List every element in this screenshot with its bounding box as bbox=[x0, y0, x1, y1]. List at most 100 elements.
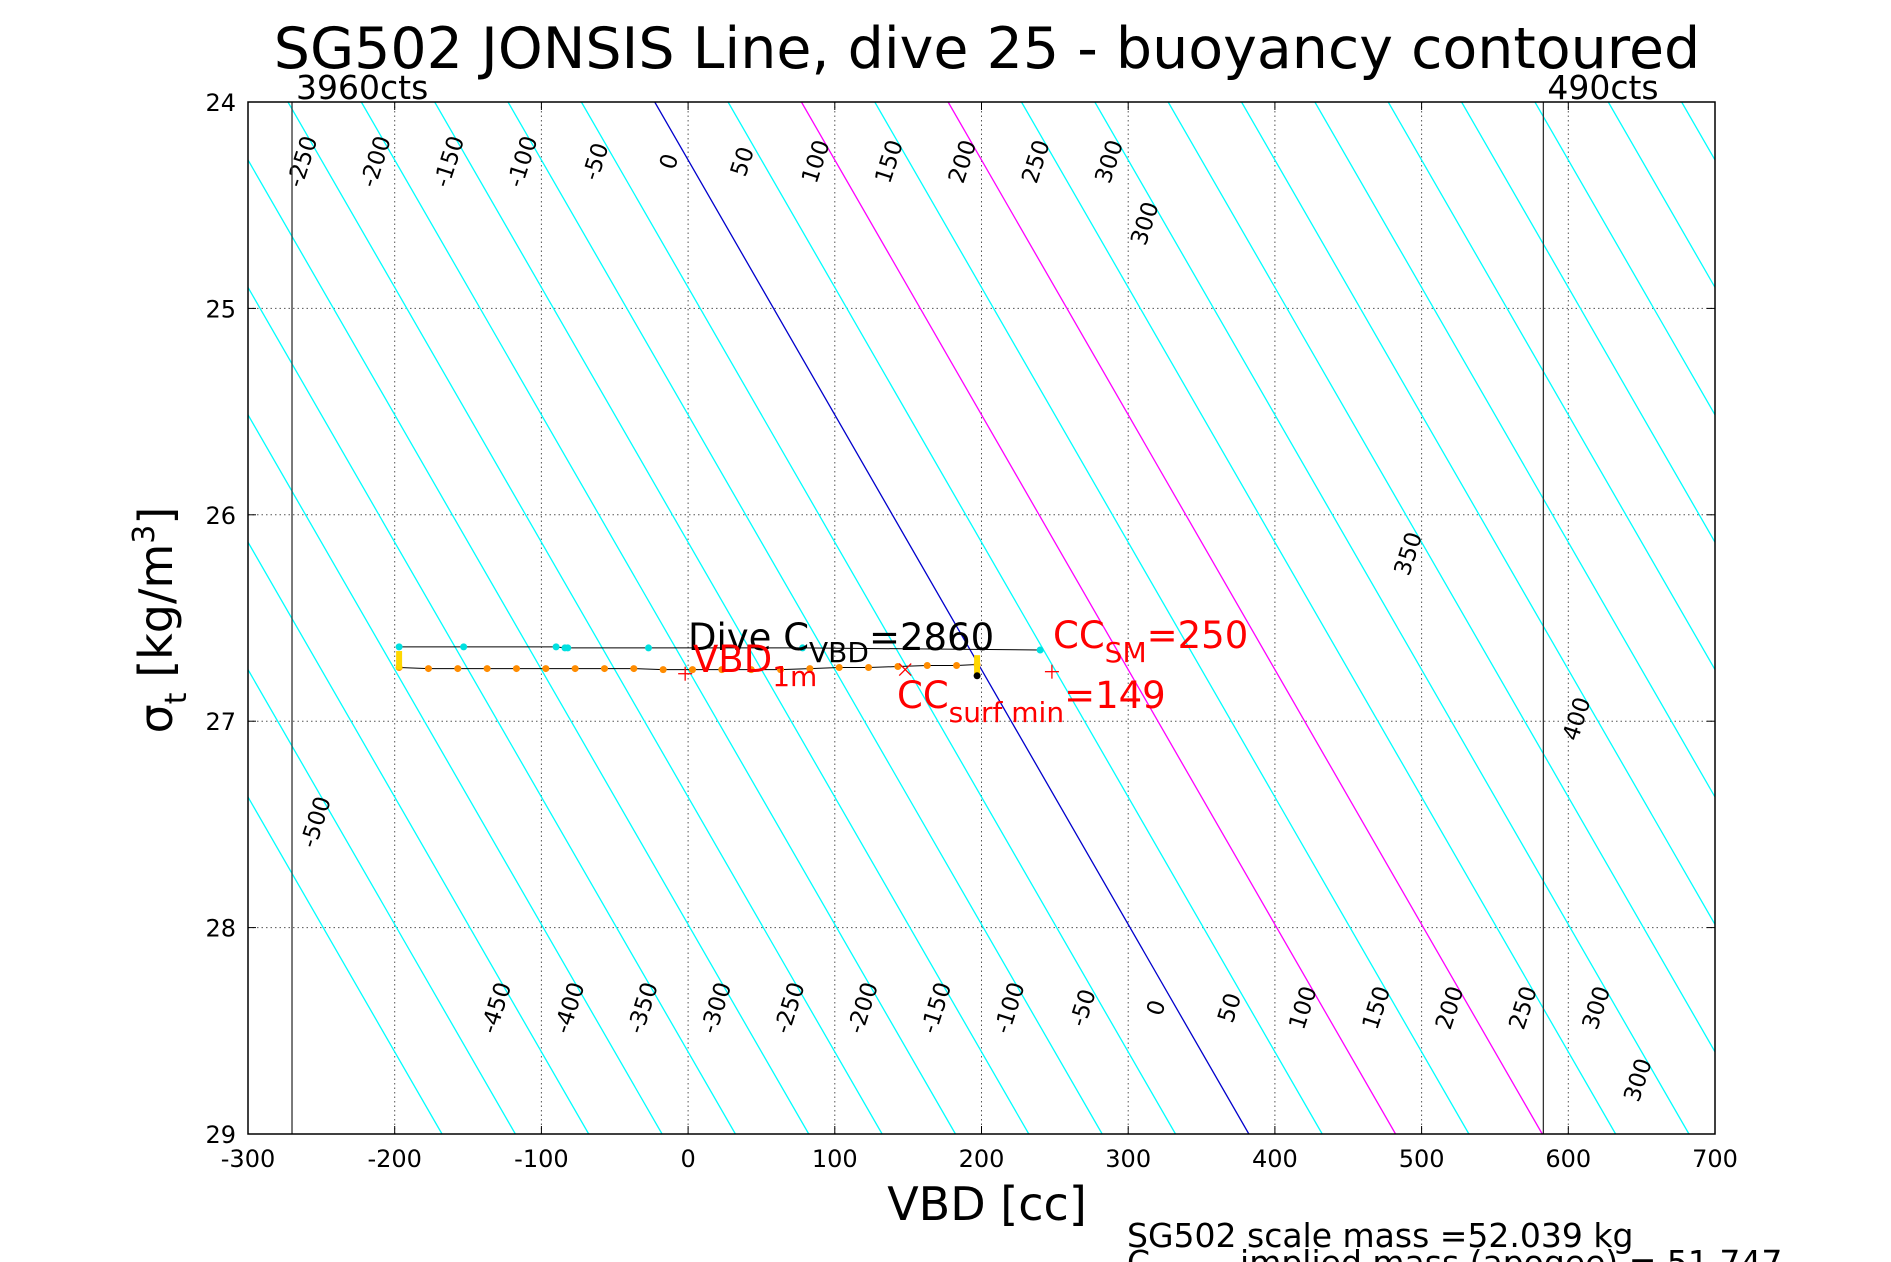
cc-surf-min-annotation: CCsurf min=149 bbox=[897, 674, 1166, 729]
contour-line bbox=[248, 540, 590, 1134]
x-tick-label: 400 bbox=[1252, 1145, 1298, 1173]
y-axis-label: σt [kg/m3] bbox=[127, 507, 194, 734]
data-point-climb bbox=[454, 665, 462, 673]
contour-label-top: -200 bbox=[356, 133, 397, 191]
y-axis-ticks: 24 25 26 27 28 29 bbox=[205, 89, 1715, 1149]
contour-line bbox=[248, 668, 516, 1134]
y-tick-label: 29 bbox=[205, 1121, 236, 1149]
contour-line bbox=[1167, 102, 1715, 1054]
data-point-climb bbox=[923, 661, 931, 669]
x-tick-label: -300 bbox=[221, 1145, 275, 1173]
cc-surf-main: CC bbox=[897, 674, 949, 717]
dive-c-vbd-annotation: Dive CVBD=2860 bbox=[688, 616, 994, 669]
data-point-climb bbox=[865, 664, 873, 672]
x-tick-label: 0 bbox=[680, 1145, 695, 1173]
data-point-climb bbox=[424, 665, 432, 673]
cc-surf-sub: surf min bbox=[949, 696, 1064, 729]
vbd-1m-sub: 1m bbox=[772, 660, 817, 693]
contour-label-bottom: 0 bbox=[1142, 997, 1171, 1019]
contour-line bbox=[507, 102, 1103, 1134]
data-point-climb bbox=[689, 666, 697, 674]
cc-sm-sub: SM bbox=[1105, 636, 1147, 669]
y-tick-label: 24 bbox=[205, 89, 236, 117]
dive-c-main: Dive C bbox=[688, 616, 809, 659]
x-tick-label: 200 bbox=[959, 1145, 1005, 1173]
contour-label-bottom: -450 bbox=[476, 979, 517, 1037]
dot-marker bbox=[973, 672, 981, 680]
contour-label-right: 400 bbox=[1558, 694, 1596, 744]
y-tick-label: 26 bbox=[205, 502, 236, 530]
limit-label: 3960cts bbox=[296, 68, 428, 107]
contour-line bbox=[654, 102, 1250, 1134]
contour-line bbox=[1681, 102, 1715, 162]
contour-line bbox=[1020, 102, 1617, 1134]
data-point-climb bbox=[806, 665, 814, 673]
x-axis-label: VBD [cc] bbox=[887, 1177, 1087, 1231]
vbd-limit-lines: 3960cts 490cts bbox=[291, 68, 1659, 1134]
y-axis-unit-pre: [kg/m bbox=[129, 544, 183, 693]
contour-line bbox=[947, 102, 1543, 1134]
dive-series bbox=[395, 643, 1044, 674]
scale-mass-text: SG502 scale mass =52.039 kg bbox=[1127, 1216, 1633, 1255]
x-tick-label: -200 bbox=[367, 1145, 421, 1173]
x-tick-label: -100 bbox=[514, 1145, 568, 1173]
contour-label-top: -150 bbox=[429, 133, 470, 191]
contour-line bbox=[800, 102, 1397, 1134]
cc-surf-value: =149 bbox=[1064, 674, 1166, 717]
contour-label-top: -250 bbox=[283, 133, 324, 191]
contour-label-bottom: -300 bbox=[696, 979, 737, 1037]
y-tick-label: 25 bbox=[205, 295, 236, 323]
vbd-1m-main: VBD bbox=[693, 638, 772, 681]
contour-label-bottom: 200 bbox=[1431, 983, 1469, 1033]
contour-label-top: 250 bbox=[1017, 137, 1055, 187]
contour-label-bottom: -350 bbox=[623, 979, 664, 1037]
contour-label-bottom: -150 bbox=[916, 979, 957, 1037]
data-point-climb bbox=[835, 664, 843, 672]
cross-marker bbox=[898, 663, 912, 677]
contour-label-top: 0 bbox=[655, 151, 684, 173]
cc-sm-value: =250 bbox=[1147, 614, 1249, 657]
buoyancy-contours bbox=[248, 102, 1715, 1134]
data-point-dive bbox=[460, 643, 468, 651]
dive-c-sub: VBD bbox=[809, 636, 869, 669]
contour-label-bottom: -250 bbox=[770, 979, 811, 1037]
contour-line bbox=[360, 102, 957, 1134]
vbd-1m-annotation: VBD1m bbox=[693, 638, 817, 693]
cc-sm-main: CC bbox=[1053, 614, 1105, 657]
data-point-climb bbox=[512, 665, 520, 673]
markers bbox=[678, 663, 1059, 681]
data-point-dive bbox=[564, 644, 572, 652]
contour-label-top: 200 bbox=[944, 137, 982, 187]
contour-label-bottom: 150 bbox=[1358, 983, 1396, 1033]
y-axis-subscript: t bbox=[159, 692, 194, 704]
contour-label-bottom: -100 bbox=[990, 979, 1031, 1037]
contour-label-bottom: -400 bbox=[550, 979, 591, 1037]
data-point-climb bbox=[630, 665, 638, 673]
contour-label-bottom: 300 bbox=[1578, 983, 1616, 1033]
contour-label-top: -100 bbox=[503, 133, 544, 191]
contour-label-right: 300 bbox=[1126, 199, 1164, 249]
contour-line bbox=[1461, 102, 1715, 544]
chart-title: SG502 JONSIS Line, dive 25 - buoyancy co… bbox=[274, 16, 1700, 82]
y-tick-label: 28 bbox=[205, 915, 236, 943]
contour-line bbox=[287, 102, 883, 1134]
contour-line bbox=[1534, 102, 1715, 417]
contour-label-top: 300 bbox=[1091, 137, 1129, 187]
contour-line bbox=[1314, 102, 1715, 799]
contour-line bbox=[727, 102, 1323, 1134]
cc-sm-annotation: CCSM=250 bbox=[1053, 614, 1248, 669]
contour-label-bottom: -200 bbox=[843, 979, 884, 1037]
implied-mass-rest: implied mass (apogee) = 51.747 bbox=[1240, 1243, 1782, 1262]
data-point-climb bbox=[747, 666, 755, 674]
data-point-climb bbox=[953, 661, 961, 669]
contour-line bbox=[248, 286, 736, 1134]
data-point-climb bbox=[659, 666, 667, 674]
contour-line bbox=[248, 413, 663, 1134]
data-point-dive bbox=[1036, 646, 1044, 654]
contour-line bbox=[1240, 102, 1715, 926]
x-axis-ticks: -300 -200 -100 0 100 200 300 400 500 600 700 bbox=[221, 102, 1738, 1173]
data-point-climb bbox=[571, 665, 579, 673]
x-tick-label: 600 bbox=[1545, 1145, 1591, 1173]
y-axis-unit-sup: 3 bbox=[127, 525, 162, 544]
